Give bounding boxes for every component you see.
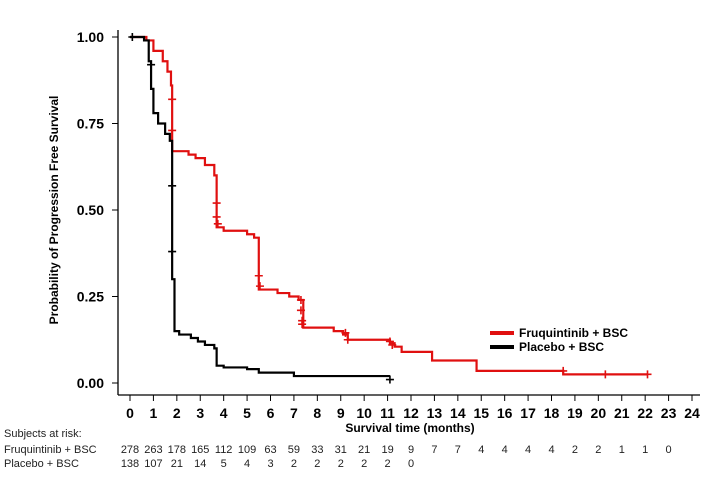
x-tick-label: 3 — [196, 405, 204, 421]
censor-mark — [212, 212, 221, 221]
risk-value: 2 — [361, 458, 367, 470]
risk-value: 263 — [144, 444, 162, 456]
risk-value: 4 — [502, 444, 508, 456]
risk-value: 2 — [338, 458, 344, 470]
y-tick-label: 1.00 — [77, 29, 104, 45]
censor-mark — [643, 370, 652, 379]
x-tick-label: 23 — [661, 405, 677, 421]
censor-mark — [147, 60, 156, 69]
x-tick-label: 10 — [356, 405, 372, 421]
x-tick-label: 19 — [567, 405, 583, 421]
risk-row-label: Fruquintinib + BSC — [4, 444, 97, 456]
x-tick-label: 8 — [313, 405, 321, 421]
x-tick-label: 9 — [337, 405, 345, 421]
risk-value: 2 — [291, 458, 297, 470]
risk-value: 2 — [595, 444, 601, 456]
censor-mark — [559, 366, 568, 375]
censor-mark — [296, 306, 305, 315]
x-tick-label: 22 — [637, 405, 653, 421]
x-tick-label: 21 — [614, 405, 630, 421]
risk-value: 0 — [408, 458, 414, 470]
risk-value: 21 — [171, 458, 183, 470]
km-curve-placebo — [130, 35, 390, 378]
x-tick-label: 17 — [520, 405, 536, 421]
risk-value: 138 — [121, 458, 139, 470]
risk-value: 112 — [215, 444, 233, 456]
risk-value: 33 — [311, 444, 323, 456]
risk-value: 0 — [666, 444, 672, 456]
risk-value: 2 — [385, 458, 391, 470]
censor-mark — [255, 282, 264, 291]
censor-mark — [168, 247, 177, 256]
censor-mark — [601, 370, 610, 379]
y-tick-label: 0.00 — [77, 375, 104, 391]
x-tick-label: 14 — [450, 405, 466, 421]
risk-value: 1 — [642, 444, 648, 456]
censor-mark — [388, 340, 397, 349]
censor-mark — [254, 271, 263, 280]
censor-mark — [168, 95, 177, 104]
censor-mark — [213, 219, 222, 228]
censor-mark — [385, 375, 394, 384]
risk-row-label: Placebo + BSC — [4, 458, 79, 470]
legend-label: Placebo + BSC — [519, 340, 604, 354]
censor-mark — [343, 335, 352, 344]
x-tick-label: 12 — [403, 405, 419, 421]
x-tick-label: 15 — [473, 405, 489, 421]
risk-value: 5 — [221, 458, 227, 470]
x-tick-label: 6 — [267, 405, 275, 421]
km-curve-fruquintinib — [130, 35, 648, 376]
x-tick-label: 18 — [544, 405, 560, 421]
x-tick-label: 2 — [173, 405, 181, 421]
risk-value: 59 — [288, 444, 300, 456]
risk-value: 14 — [194, 458, 206, 470]
y-axis-title: Probability of Progression Free Survival — [47, 96, 61, 325]
censor-mark — [296, 295, 305, 304]
risk-value: 31 — [335, 444, 347, 456]
y-tick-label: 0.50 — [77, 202, 104, 218]
x-tick-label: 4 — [220, 405, 228, 421]
censor-mark — [341, 328, 350, 337]
censor-mark — [168, 126, 177, 135]
risk-value: 7 — [431, 444, 437, 456]
risk-value: 4 — [244, 458, 250, 470]
censor-mark — [298, 320, 307, 329]
x-tick-label: 16 — [497, 405, 513, 421]
legend-label: Fruquintinib + BSC — [519, 326, 628, 340]
censor-mark — [168, 181, 177, 190]
x-tick-label: 13 — [427, 405, 443, 421]
x-tick-label: 0 — [126, 405, 134, 421]
x-tick-label: 5 — [243, 405, 251, 421]
risk-value: 1 — [619, 444, 625, 456]
risk-value: 3 — [267, 458, 273, 470]
risk-value: 107 — [144, 458, 162, 470]
risk-value: 4 — [525, 444, 531, 456]
risk-value: 109 — [238, 444, 256, 456]
risk-value: 2 — [314, 458, 320, 470]
y-tick-label: 0.25 — [77, 289, 104, 305]
x-tick-label: 7 — [290, 405, 298, 421]
x-axis-title: Survival time (months) — [345, 421, 474, 435]
risk-value: 7 — [455, 444, 461, 456]
risk-value: 178 — [168, 444, 186, 456]
x-tick-label: 1 — [150, 405, 158, 421]
x-tick-label: 20 — [591, 405, 607, 421]
risk-value: 19 — [381, 444, 393, 456]
risk-value: 21 — [358, 444, 370, 456]
y-tick-label: 0.75 — [77, 116, 104, 132]
risk-value: 63 — [264, 444, 276, 456]
x-tick-label: 24 — [684, 405, 700, 421]
censor-mark — [128, 33, 137, 41]
risk-value: 4 — [548, 444, 554, 456]
x-tick-label: 11 — [380, 405, 395, 421]
risk-value: 278 — [121, 444, 139, 456]
risk-value: 9 — [408, 444, 414, 456]
censor-mark — [212, 199, 221, 208]
risk-value: 165 — [191, 444, 209, 456]
risk-table-title: Subjects at risk: — [4, 428, 82, 440]
risk-value: 2 — [572, 444, 578, 456]
risk-value: 4 — [478, 444, 484, 456]
